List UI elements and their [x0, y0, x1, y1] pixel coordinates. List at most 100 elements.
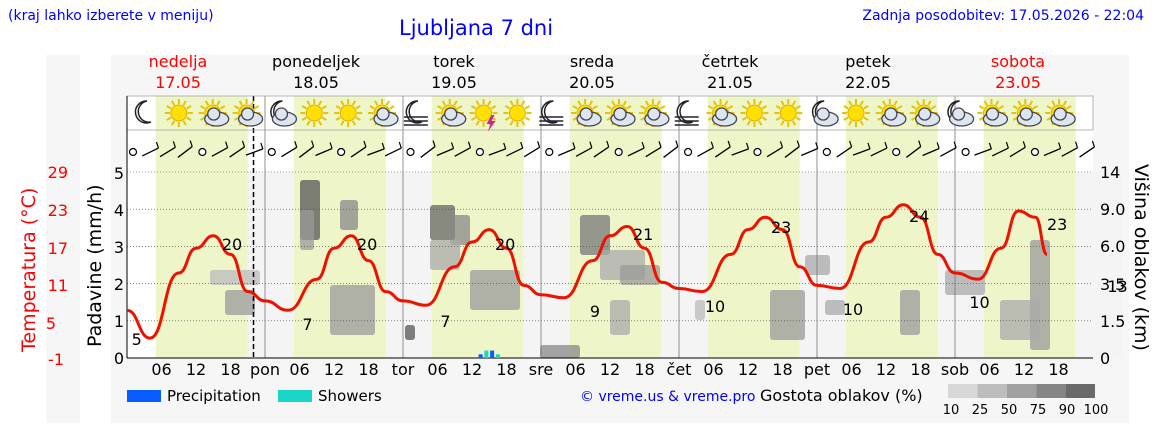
temperature-label: 7: [440, 312, 451, 331]
cloud-scale-swatch: [948, 384, 978, 398]
wind-barb-icon: [697, 147, 714, 157]
cloud-scale-tick: 100: [1083, 403, 1109, 418]
cloud-cell: [225, 290, 255, 315]
wind-barb-icon: [420, 146, 436, 158]
sun-cloud-icon: [638, 99, 670, 127]
cloud-scale-tick: 90: [1058, 403, 1076, 418]
wind-barb-icon: [905, 146, 922, 158]
cloud-scale-tick: 50: [1000, 403, 1018, 418]
calm-wind-icon: [337, 147, 346, 157]
moon-cloud-icon: [270, 100, 298, 127]
wind-barb-icon: [141, 147, 159, 157]
calm-wind-icon: [267, 147, 276, 157]
wind-barb-icon: [1061, 147, 1078, 157]
x-tick-label: 12: [1013, 360, 1035, 379]
wind-barb-icon: [606, 140, 610, 148]
cloud-cell: [330, 285, 375, 335]
location-hint: (kraj lahko izberete v meniju): [8, 8, 214, 24]
day-date: 18.05: [293, 73, 339, 92]
temperature-label: 10: [704, 297, 726, 316]
precip-tick: 1: [113, 312, 124, 331]
x-tick-label: pon: [249, 360, 281, 379]
temp-tick: 23: [47, 201, 68, 220]
wind-barb-icon: [467, 141, 472, 148]
wind-barb-icon: [779, 141, 784, 148]
precip-tick: 0: [113, 349, 124, 368]
day-name: ponedeljek: [272, 52, 360, 71]
temperature-label: 9: [589, 302, 601, 321]
wind-barb-icon: [1022, 141, 1026, 148]
cloud-cell: [470, 270, 520, 310]
wind-barb-icon: [745, 142, 750, 150]
wind-barb-icon: [731, 148, 749, 156]
calm-wind-icon: [406, 147, 415, 157]
wind-barb-icon: [177, 146, 193, 158]
wind-barb-icon: [867, 142, 871, 150]
precipitation-bar: [490, 350, 495, 358]
wind-barb-icon: [870, 147, 888, 157]
moon-icon: [134, 100, 152, 124]
wind-barb-icon: [384, 147, 402, 157]
sun-cloud-icon: [605, 99, 636, 127]
cloud-cell: [210, 270, 260, 285]
cloud-cell: [695, 300, 705, 320]
wind-barb-icon: [211, 147, 228, 157]
temp-tick: 5: [45, 314, 56, 333]
wind-barb-icon: [991, 147, 1009, 157]
wind-barb-icon: [488, 148, 506, 156]
cloud-scale-swatch: [1065, 384, 1095, 398]
wind-barb-icon: [645, 146, 662, 158]
wind-barb-icon: [852, 148, 871, 156]
sun-cloud-icon: [706, 99, 738, 127]
day-name: sreda: [569, 52, 615, 71]
temperature-label: 10: [969, 293, 990, 312]
sun-cloud-icon: [571, 99, 602, 127]
wind-barb-icon: [155, 141, 160, 149]
sun-cloud-icon: [977, 99, 1009, 127]
cloud-cell: [540, 345, 580, 358]
cloud-cell: [430, 240, 460, 270]
cloud-scale-swatch: [977, 384, 1007, 398]
precipitation-bar: [478, 354, 483, 358]
wind-barb-icon: [506, 147, 523, 157]
wind-barb-icon: [363, 140, 367, 148]
cloud-cell: [770, 290, 805, 340]
precip-tick: 2: [113, 275, 124, 294]
temperature-label: 20: [495, 235, 516, 254]
x-tick-label: 18: [772, 360, 793, 379]
wind-barb-icon: [918, 140, 922, 147]
moon-cloud-icon: [947, 100, 975, 127]
x-tick-label: 18: [910, 360, 931, 379]
wind-barb-icon: [1009, 146, 1026, 158]
cloud-height-tick: 3.5: [1100, 275, 1126, 294]
wind-barb-icon: [311, 140, 315, 147]
sun-icon: [300, 99, 329, 127]
sun-icon: [740, 99, 769, 127]
daytime-band: [845, 96, 938, 358]
wind-barb-icon: [260, 142, 264, 150]
x-tick-label: 18: [1048, 360, 1069, 379]
legend-showers-swatch: [278, 390, 312, 402]
day-date: 23.05: [995, 73, 1041, 92]
wind-barb-icon: [641, 141, 645, 149]
calm-wind-icon: [614, 147, 623, 157]
credit-link[interactable]: © vreme.us & vreme.pro: [580, 389, 756, 405]
wind-barb-icon: [1079, 146, 1095, 158]
temperature-label: 5: [131, 330, 142, 349]
wind-barb-icon: [298, 146, 315, 158]
temperature-label: 20: [221, 235, 243, 254]
cloud-scale-tick: 75: [1029, 403, 1047, 418]
day-name: sobota: [990, 52, 1046, 71]
wind-barb-icon: [627, 147, 645, 157]
wind-barb-icon: [727, 140, 731, 148]
sun-icon: [774, 99, 803, 127]
night-band: [523, 172, 570, 358]
wind-barb-icon: [450, 142, 455, 149]
temperature-label: 20: [357, 235, 378, 254]
precip-tick: 3: [113, 238, 124, 257]
precipitation-bar: [484, 350, 489, 358]
wind-barb-icon: [558, 147, 576, 157]
calm-wind-icon: [198, 147, 207, 157]
wind-barb-icon: [329, 142, 333, 149]
x-tick-label: 12: [461, 360, 483, 379]
